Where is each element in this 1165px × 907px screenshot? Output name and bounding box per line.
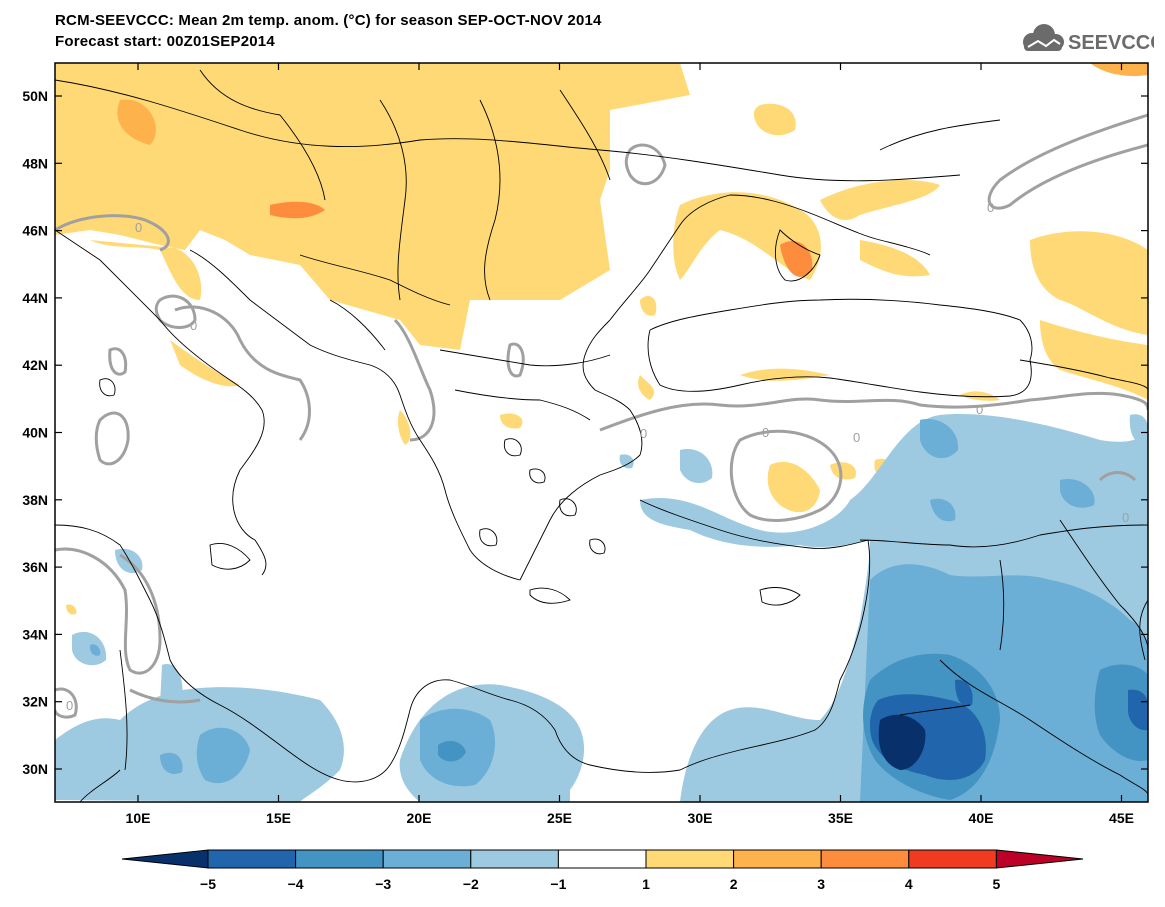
colorbar-cell <box>995 849 1084 869</box>
cloud-icon <box>1023 24 1064 51</box>
colorbar-cell <box>645 849 735 869</box>
map-field: 0 0 0 0 0 0 0 0 0 <box>55 63 1148 802</box>
forecast-start-label: Forecast start: 00Z01SEP2014 <box>55 33 275 50</box>
colorbar-tick-label: 4 <box>905 876 913 892</box>
colorbar-cell <box>470 849 559 869</box>
svg-text:0: 0 <box>762 425 769 440</box>
lat-label: 30N <box>22 761 48 777</box>
colorbar-tick-label: 3 <box>817 876 825 892</box>
svg-text:0: 0 <box>135 220 142 235</box>
colorbar-tick-label: −5 <box>200 876 216 892</box>
colorbar-tick-label: −4 <box>288 876 304 892</box>
colorbar-cell <box>820 849 910 869</box>
svg-text:0: 0 <box>853 430 860 445</box>
lon-label: 10E <box>126 810 151 826</box>
contour-labels: 0 0 0 0 0 0 0 0 0 <box>66 200 1129 713</box>
longitude-axis: 10E 15E 20E 25E 30E 35E 40E 45E <box>126 63 1134 826</box>
logo-text: SEEVCCC <box>1068 32 1154 54</box>
lon-label: 30E <box>688 810 713 826</box>
colorbar-tick-label: 5 <box>993 876 1001 892</box>
lat-label: 32N <box>22 694 48 710</box>
lon-label: 45E <box>1109 810 1134 826</box>
svg-text:0: 0 <box>976 402 983 417</box>
svg-text:0: 0 <box>66 698 73 713</box>
lat-label: 36N <box>22 559 48 575</box>
lat-label: 38N <box>22 492 48 508</box>
colorbar-tick-label: −3 <box>375 876 391 892</box>
cold-anomaly-shading <box>55 414 1148 802</box>
svg-text:0: 0 <box>640 426 647 441</box>
colorbar-cell <box>557 849 647 869</box>
colorbar-cell <box>207 849 297 869</box>
warm-anomaly-shading <box>55 63 1148 615</box>
lat-label: 46N <box>22 223 48 239</box>
colorbar-tick-label: 1 <box>642 876 650 892</box>
lat-label: 40N <box>22 425 48 441</box>
lon-label: 25E <box>547 810 572 826</box>
zero-contours <box>55 113 1148 719</box>
coastlines-borders <box>55 69 1148 802</box>
colorbar-cell <box>908 849 997 869</box>
lat-label: 50N <box>22 88 48 104</box>
lon-label: 35E <box>828 810 853 826</box>
svg-text:0: 0 <box>1122 510 1129 525</box>
lon-label: 20E <box>407 810 432 826</box>
latitude-axis: 50N 48N 46N 44N 42N 40N 38N 36N 34N 32N 30N <box>22 88 1148 777</box>
lon-label: 15E <box>266 810 291 826</box>
svg-text:0: 0 <box>987 200 994 215</box>
colorbar-cell <box>295 849 384 869</box>
colorbar-cell <box>382 849 472 869</box>
lat-label: 34N <box>22 626 48 642</box>
seevccc-logo: SEEVCCC <box>1023 24 1154 54</box>
colorbar-tick-label: 2 <box>730 876 738 892</box>
colorbar-tick-label: −1 <box>550 876 566 892</box>
colorbar-cell <box>733 849 822 869</box>
svg-text:0: 0 <box>190 318 197 333</box>
lat-label: 44N <box>22 290 48 306</box>
colorbar-tick-label: −2 <box>463 876 479 892</box>
lat-label: 48N <box>22 155 48 171</box>
colorbar-legend: −5 −4 −3 −2 −1 1 2 3 4 5 <box>121 849 1084 892</box>
lat-label: 42N <box>22 357 48 373</box>
colorbar-cell <box>121 849 209 869</box>
lon-label: 40E <box>969 810 994 826</box>
map-title: RCM-SEEVCCC: Mean 2m temp. anom. (°C) fo… <box>55 12 602 29</box>
